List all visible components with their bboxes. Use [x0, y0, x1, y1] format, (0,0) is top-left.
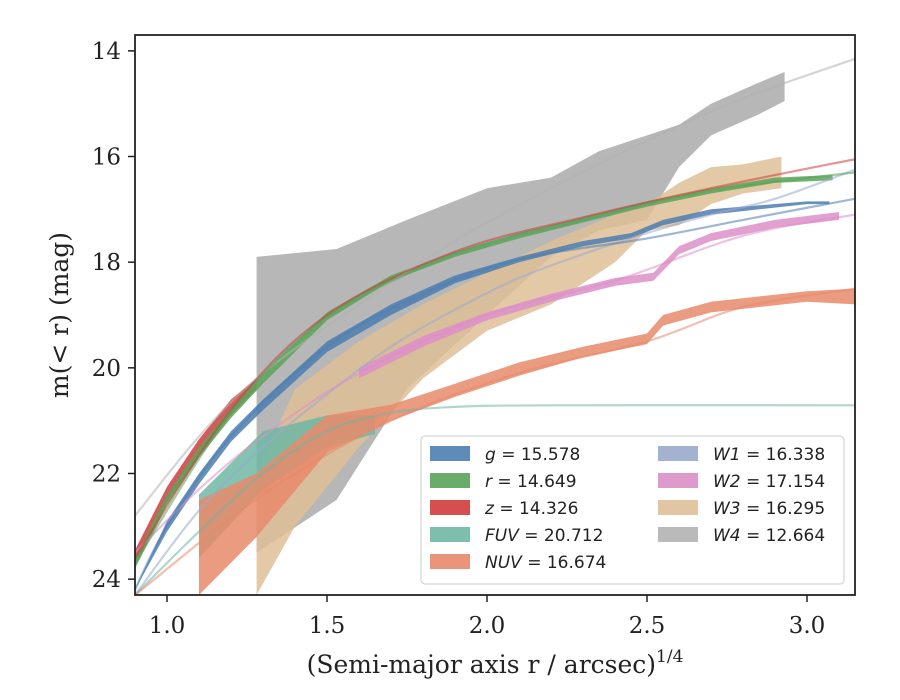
- model-curve-g: [135, 197, 855, 591]
- legend-swatch-w4: [658, 527, 698, 542]
- data-band-w4: [256, 72, 785, 553]
- legend-label-w4: W4 = 12.664: [713, 526, 825, 546]
- model-curve-w2: [135, 213, 855, 554]
- legend-label-nuv: NUV = 16.674: [485, 553, 606, 573]
- legend-swatch-fuv: [430, 527, 470, 542]
- legend-label-fuv: FUV = 20.712: [485, 526, 603, 546]
- x-tick-label: 1.5: [309, 613, 346, 639]
- plot-frame: [134, 34, 856, 596]
- data-band-g: [135, 201, 830, 590]
- legend-swatch-nuv: [430, 554, 470, 569]
- legend-label-r: r = 14.649: [485, 472, 577, 492]
- model-curve-w4: [135, 57, 855, 517]
- model-curve-nuv: [135, 287, 855, 595]
- y-axis-label: m(< r) (mag): [45, 232, 74, 398]
- y-axis-ticks: 14 16 18 20 22 24: [92, 39, 135, 593]
- model-curve-r: [135, 171, 855, 565]
- model-curves: [135, 57, 855, 595]
- y-tick-label: 20: [92, 356, 121, 382]
- legend-swatch-r: [430, 473, 470, 488]
- x-tick-label: 3.0: [789, 613, 826, 639]
- legend-swatch-w1: [658, 446, 698, 461]
- legend-swatch-g: [430, 446, 470, 461]
- y-tick-label: 24: [92, 567, 121, 593]
- legend-label-w3: W3 = 16.295: [713, 499, 825, 519]
- model-curve-w1: [135, 168, 855, 595]
- legend: g = 15.578 r = 14.649 z = 14.326 FUV = 20.7…: [420, 435, 845, 585]
- y-tick-label: 22: [92, 461, 121, 487]
- y-tick-label: 18: [92, 250, 121, 276]
- legend-frame: [420, 435, 845, 585]
- legend-swatch-w3: [658, 500, 698, 515]
- model-curve-z: [135, 158, 855, 560]
- model-curve-fuv: [135, 404, 855, 595]
- legend-label-g: g = 15.578: [485, 445, 580, 465]
- legend-swatch-z: [430, 500, 470, 515]
- legend-label-z: z = 14.326: [484, 499, 578, 519]
- legend-label-w2: W2 = 17.154: [713, 472, 825, 492]
- x-axis-label: (Semi-major axis r / arcsec)1/4: [307, 647, 684, 679]
- y-tick-label: 16: [92, 145, 121, 171]
- x-tick-label: 1.0: [149, 613, 186, 639]
- x-tick-label: 2.0: [469, 613, 506, 639]
- legend-label-w1: W1 = 16.338: [713, 445, 825, 465]
- x-tick-label: 2.5: [629, 613, 666, 639]
- legend-swatch-w2: [658, 473, 698, 488]
- data-band-nuv: [199, 288, 855, 595]
- x-axis-ticks: 1.0 1.5 2.0 2.5 3.0: [149, 595, 826, 639]
- data-band-r: [135, 175, 833, 569]
- y-tick-label: 14: [92, 39, 121, 65]
